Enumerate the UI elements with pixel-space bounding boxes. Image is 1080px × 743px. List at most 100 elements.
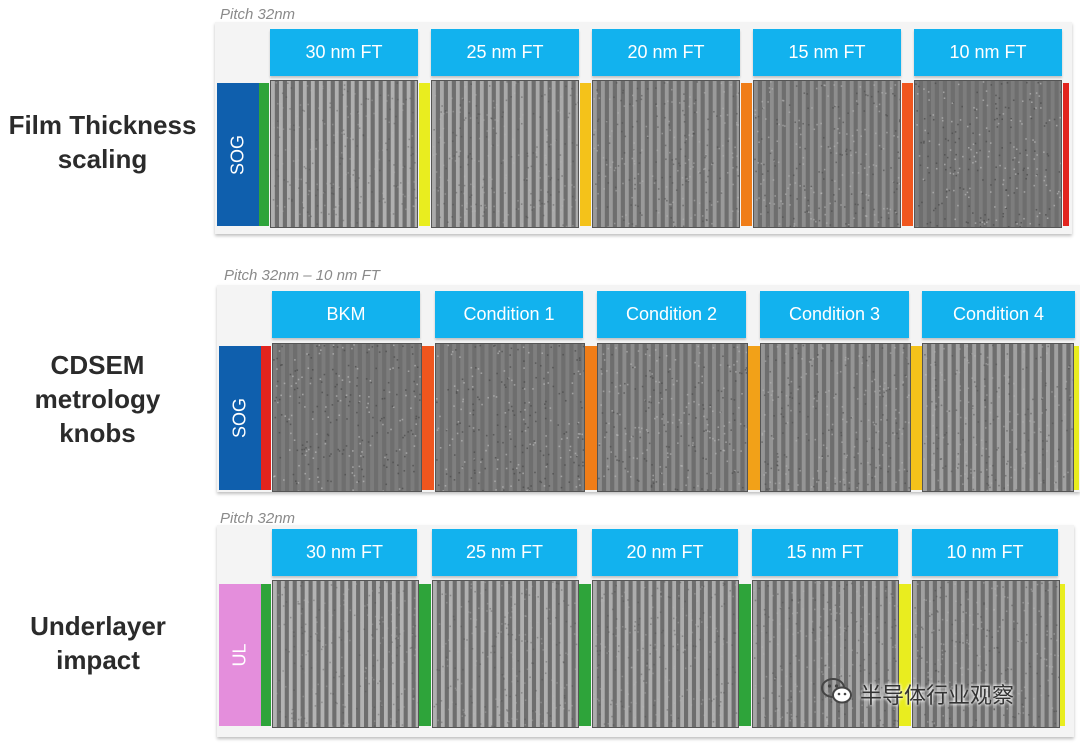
sem-noise bbox=[1039, 82, 1042, 85]
sem-noise bbox=[541, 678, 544, 681]
row-1-side-tab: SOG bbox=[217, 83, 259, 226]
sem-noise bbox=[521, 96, 523, 98]
sem-noise bbox=[1044, 384, 1047, 387]
sem-noise bbox=[658, 432, 660, 434]
sem-noise bbox=[798, 468, 801, 470]
sem-noise bbox=[758, 587, 760, 590]
sem-noise bbox=[655, 648, 658, 651]
sem-noise bbox=[974, 109, 976, 111]
sem-noise bbox=[918, 205, 920, 207]
sem-noise bbox=[676, 380, 678, 382]
sem-noise bbox=[495, 698, 497, 700]
sem-noise bbox=[908, 394, 910, 397]
sem-noise bbox=[832, 107, 834, 109]
sem-noise bbox=[485, 136, 488, 138]
sem-noise bbox=[785, 394, 788, 397]
sem-noise bbox=[525, 593, 527, 596]
sem-noise bbox=[723, 603, 726, 605]
sem-noise bbox=[482, 175, 484, 177]
sem-noise bbox=[1013, 146, 1015, 148]
sem-line bbox=[573, 344, 578, 491]
sem-noise bbox=[796, 198, 798, 200]
sem-noise bbox=[877, 724, 879, 727]
sem-noise bbox=[835, 152, 838, 154]
sem-noise bbox=[455, 151, 458, 153]
sem-noise bbox=[792, 633, 794, 636]
sem-noise bbox=[376, 94, 378, 96]
sem-noise bbox=[1007, 107, 1010, 109]
sem-noise bbox=[893, 94, 896, 97]
sem-noise bbox=[994, 178, 996, 181]
sem-noise bbox=[630, 363, 632, 365]
sem-noise bbox=[1046, 634, 1048, 636]
sem-noise bbox=[736, 112, 738, 115]
sem-noise bbox=[379, 680, 381, 682]
watermark-text: 半导体行业观察 bbox=[860, 683, 1015, 708]
sem-noise bbox=[703, 430, 705, 433]
sem-noise bbox=[654, 632, 657, 635]
sem-noise bbox=[1018, 693, 1021, 695]
sem-noise bbox=[478, 471, 481, 474]
sem-noise bbox=[563, 432, 566, 435]
sem-noise bbox=[298, 464, 300, 467]
sem-noise bbox=[563, 697, 566, 699]
sem-noise bbox=[307, 353, 310, 356]
sem-noise bbox=[300, 224, 302, 226]
sem-noise bbox=[973, 106, 975, 109]
sem-noise bbox=[818, 638, 821, 640]
sem-noise bbox=[378, 661, 381, 663]
sem-line bbox=[444, 344, 448, 491]
sem-noise bbox=[462, 398, 465, 401]
sem-noise bbox=[394, 659, 396, 662]
sem-noise bbox=[880, 467, 882, 470]
sem-noise bbox=[820, 122, 822, 125]
sem-noise bbox=[821, 698, 824, 701]
sem-noise bbox=[897, 177, 900, 179]
sem-noise bbox=[957, 83, 960, 86]
sem-noise bbox=[803, 92, 806, 94]
sem-noise bbox=[535, 156, 538, 158]
sem-noise bbox=[506, 709, 508, 711]
sem-noise bbox=[764, 716, 766, 718]
sem-noise bbox=[388, 121, 391, 124]
sem-line bbox=[720, 344, 725, 491]
sem-noise bbox=[702, 404, 704, 406]
sem-noise bbox=[954, 619, 957, 622]
sem-noise bbox=[321, 87, 324, 90]
sem-noise bbox=[991, 377, 994, 379]
sem-noise bbox=[545, 400, 547, 403]
sem-noise bbox=[565, 85, 567, 88]
sem-noise bbox=[670, 216, 672, 219]
sem-noise bbox=[851, 698, 853, 700]
sem-noise bbox=[412, 464, 414, 467]
sem-noise bbox=[461, 97, 464, 100]
sem-noise bbox=[777, 489, 780, 491]
sem-noise bbox=[830, 210, 833, 212]
sem-line bbox=[703, 581, 708, 727]
sem-noise bbox=[664, 197, 666, 200]
sem-noise bbox=[770, 435, 773, 437]
sem-noise bbox=[490, 725, 493, 727]
sem-noise bbox=[563, 198, 565, 201]
sem-noise bbox=[968, 205, 970, 208]
sem-noise bbox=[702, 220, 704, 223]
sem-noise bbox=[973, 381, 976, 383]
sem-noise bbox=[1019, 225, 1021, 227]
sem-noise bbox=[894, 84, 897, 86]
sem-noise bbox=[340, 151, 343, 154]
sem-noise bbox=[540, 189, 542, 191]
sem-noise bbox=[544, 672, 547, 675]
sem-noise bbox=[412, 205, 415, 207]
sem-noise bbox=[865, 153, 867, 156]
sem-noise bbox=[331, 192, 333, 195]
sem-noise bbox=[839, 626, 842, 629]
sem-noise bbox=[985, 461, 988, 464]
sem-noise bbox=[834, 477, 836, 480]
row-1-sem-image-1 bbox=[270, 80, 418, 228]
sem-noise bbox=[621, 725, 624, 727]
sem-noise bbox=[608, 98, 611, 100]
sem-noise bbox=[452, 131, 454, 134]
sem-line bbox=[559, 581, 564, 727]
sem-noise bbox=[731, 156, 734, 159]
sem-noise bbox=[460, 625, 462, 628]
